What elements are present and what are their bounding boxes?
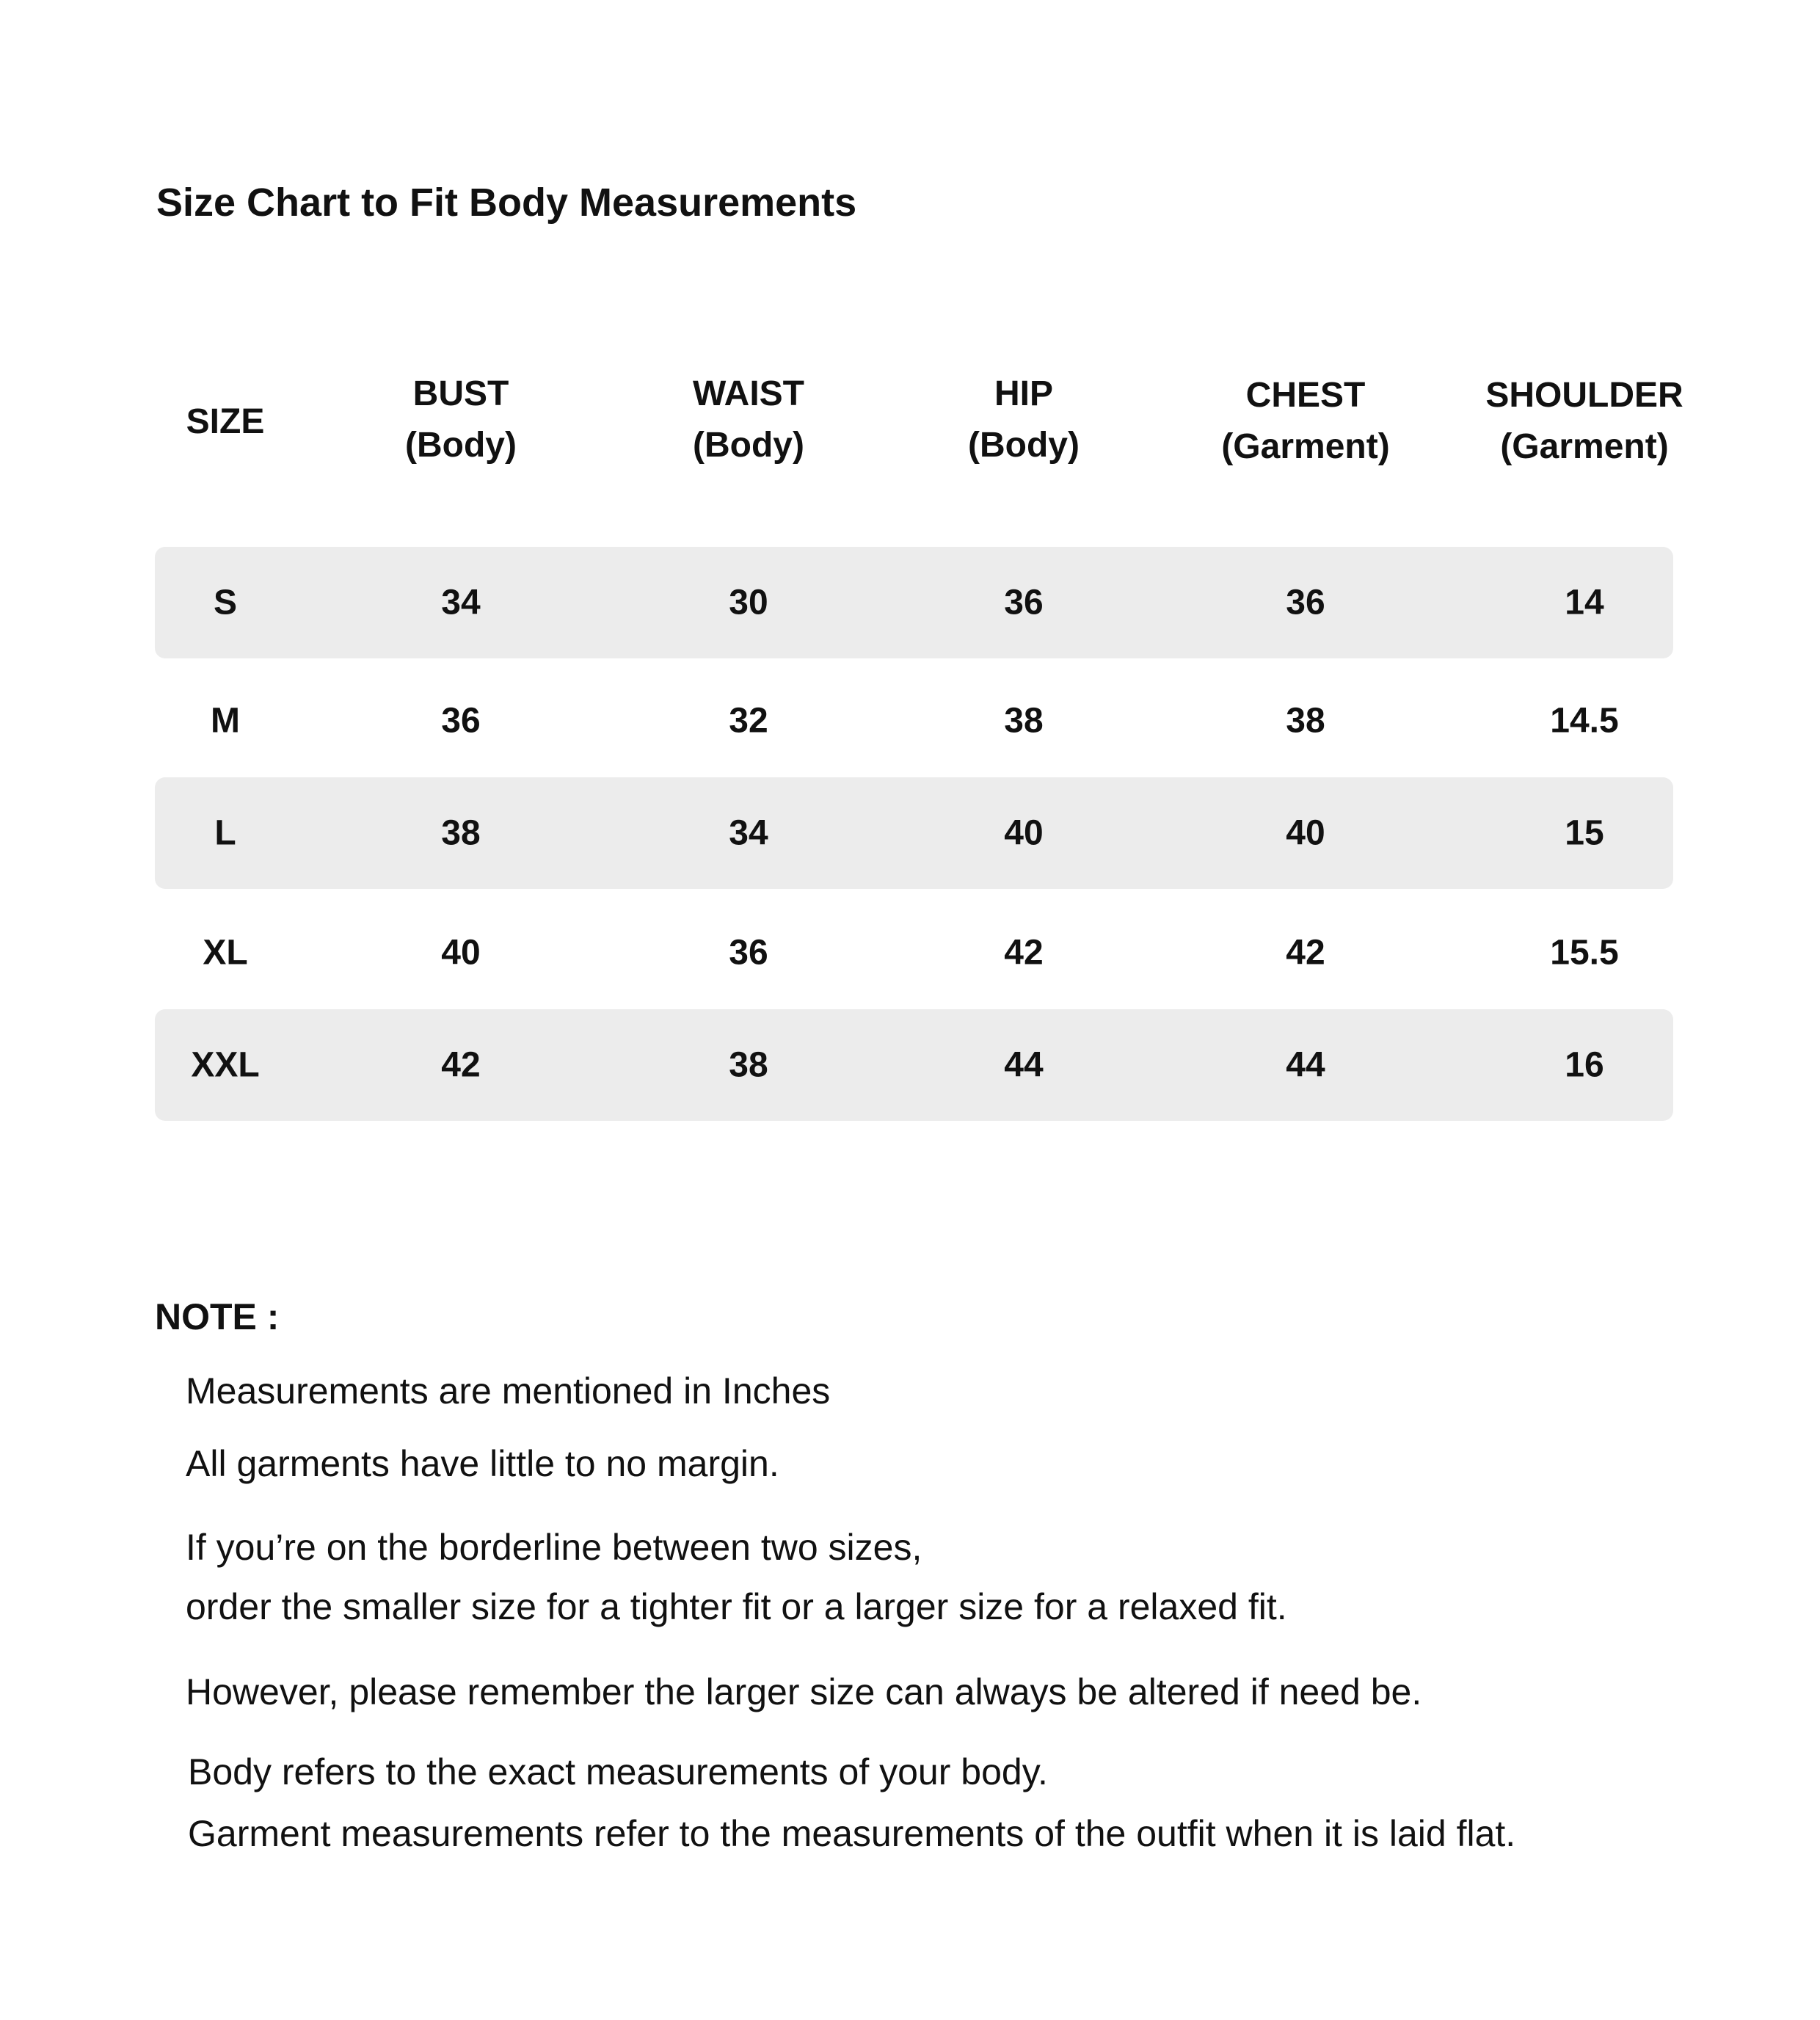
header-label: WAIST bbox=[693, 374, 804, 413]
table-row: M 36 32 38 38 14.5 bbox=[155, 665, 1673, 777]
measurement-cell: 14.5 bbox=[1550, 701, 1619, 741]
measurement-cell: 32 bbox=[729, 701, 768, 741]
measurement-cell: 36 bbox=[1286, 583, 1325, 622]
header-label: BUST bbox=[412, 374, 509, 413]
measurement-cell: 36 bbox=[441, 701, 481, 741]
measurement-cell: 36 bbox=[729, 933, 768, 973]
measurement-cell: 40 bbox=[441, 933, 481, 973]
page-title: Size Chart to Fit Body Measurements bbox=[156, 181, 857, 225]
measurement-cell: 42 bbox=[441, 1045, 481, 1085]
measurement-cell: 42 bbox=[1286, 933, 1325, 973]
header-sublabel: (Garment) bbox=[1221, 427, 1390, 466]
header-sublabel: (Body) bbox=[968, 426, 1080, 465]
header-label: SHOULDER bbox=[1485, 376, 1684, 415]
measurement-cell: 38 bbox=[1286, 701, 1325, 741]
header-size: SIZE bbox=[71, 396, 379, 448]
note-line: If you’re on the borderline between two … bbox=[186, 1527, 922, 1568]
table-row: XL 40 36 42 42 15.5 bbox=[155, 897, 1673, 1009]
header-label: SIZE bbox=[186, 402, 265, 441]
table-row: XXL 42 38 44 44 16 bbox=[155, 1009, 1673, 1121]
measurement-cell: 15 bbox=[1565, 813, 1604, 853]
measurement-cell: 14 bbox=[1565, 583, 1604, 622]
note-line: Body refers to the exact measurements of… bbox=[188, 1751, 1048, 1792]
measurement-cell: 36 bbox=[1004, 583, 1044, 622]
measurement-cell: 38 bbox=[1004, 701, 1044, 741]
note-line: However, please remember the larger size… bbox=[186, 1671, 1422, 1712]
header-sublabel: (Body) bbox=[693, 426, 804, 465]
header-label: CHEST bbox=[1245, 376, 1366, 415]
measurement-cell: 44 bbox=[1004, 1045, 1044, 1085]
header-label: HIP bbox=[994, 374, 1053, 413]
table-row: L 38 34 40 40 15 bbox=[155, 777, 1673, 889]
header-chest: CHEST (Garment) bbox=[1151, 370, 1460, 473]
size-cell: S bbox=[213, 583, 237, 622]
measurement-cell: 44 bbox=[1286, 1045, 1325, 1085]
note-line: All garments have little to no margin. bbox=[186, 1443, 779, 1484]
size-cell: M bbox=[211, 701, 240, 741]
header-waist: WAIST (Body) bbox=[594, 368, 903, 471]
note-line: Garment measurements refer to the measur… bbox=[188, 1813, 1516, 1854]
header-shoulder: SHOULDER (Garment) bbox=[1430, 370, 1739, 473]
measurement-cell: 40 bbox=[1004, 813, 1044, 853]
measurement-cell: 40 bbox=[1286, 813, 1325, 853]
header-sublabel: (Garment) bbox=[1500, 427, 1669, 466]
measurement-cell: 38 bbox=[729, 1045, 768, 1085]
size-cell: L bbox=[214, 813, 236, 853]
header-hip: HIP (Body) bbox=[870, 368, 1178, 471]
measurement-cell: 38 bbox=[441, 813, 481, 853]
header-sublabel: (Body) bbox=[405, 426, 517, 465]
note-line: order the smaller size for a tighter fit… bbox=[186, 1586, 1287, 1627]
size-cell: XXL bbox=[191, 1045, 260, 1085]
table-row: S 34 30 36 36 14 bbox=[155, 547, 1673, 658]
measurement-cell: 30 bbox=[729, 583, 768, 622]
measurement-cell: 42 bbox=[1004, 933, 1044, 973]
note-line: Measurements are mentioned in Inches bbox=[186, 1370, 831, 1412]
measurement-cell: 34 bbox=[729, 813, 768, 853]
header-bust: BUST (Body) bbox=[307, 368, 615, 471]
measurement-cell: 15.5 bbox=[1550, 933, 1619, 973]
note-label: NOTE : bbox=[155, 1296, 280, 1337]
measurement-cell: 16 bbox=[1565, 1045, 1604, 1085]
measurement-cell: 34 bbox=[441, 583, 481, 622]
size-cell: XL bbox=[203, 933, 248, 973]
